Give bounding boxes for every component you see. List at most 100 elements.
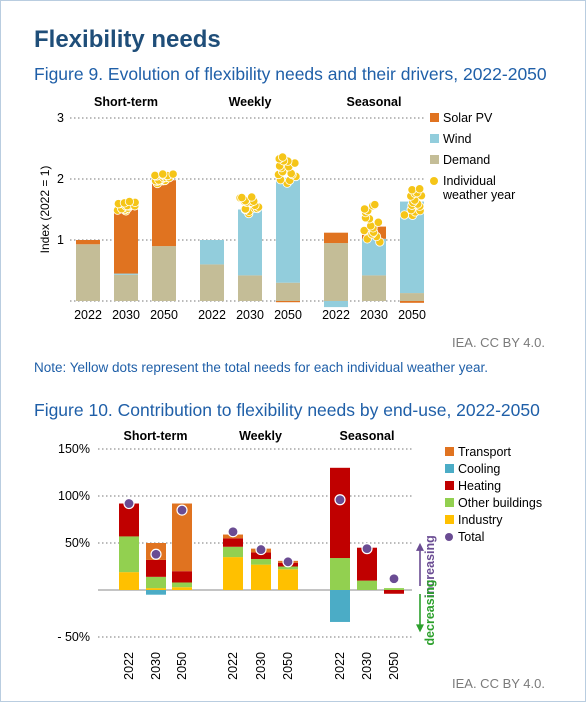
total-dot-short-term-2050 [176,504,188,516]
legend-label-industry: Industry [458,513,503,527]
total-dot-short-term-2030 [150,548,162,560]
legend-label-heating: Heating [458,479,501,493]
x-tick-seasonal-2030: 2030 [360,308,388,322]
x-tick-short-term-2022: 2022 [74,308,102,322]
x-tick-short-term-2022: 2022 [122,652,136,680]
x-tick-weekly-2050: 2050 [281,652,295,680]
bar-weekly-2030-demand [238,275,262,301]
legend-marker-demand [430,155,439,164]
bar-short-term-2030-demand [114,274,138,301]
bar-short-term-2030-industry [146,588,166,590]
legend-marker-other-buildings [445,498,454,507]
group-header-weekly: Weekly [239,429,282,443]
legend-marker-total [445,533,453,541]
bar-seasonal-2022-wind [324,301,348,308]
total-dot-weekly-2050 [282,556,294,568]
weather-year-dot-seasonal-2030 [359,226,369,236]
legend-marker-heating [445,481,454,490]
bar-weekly-2030-industry [251,564,271,590]
bar-weekly-2050-industry [278,569,298,590]
bar-short-term-2030-wind [114,273,138,275]
weather-year-dot-short-term-2030 [124,196,135,207]
total-dot-weekly-2022 [227,526,239,538]
page-title: Flexibility needs [34,26,221,53]
bar-seasonal-2050-demand [400,293,424,301]
bar-short-term-2050-transport [172,503,192,572]
figure-note: Note: Yellow dots represent the total ne… [34,360,489,375]
total-dot-weekly-2030 [255,543,267,556]
y-tick-3: 3 [57,111,64,125]
figure-9-chart: Index (2022 = 1) 1 2 3 Short-term Weekly Seaso… [38,95,515,322]
bar-weekly-2030-other-buildings [251,558,271,565]
decreasing-arrowhead [416,624,424,633]
weather-year-dot-seasonal-2030 [359,204,370,214]
bar-short-term-2022-demand [76,244,100,301]
legend-label-total: Total [458,530,484,544]
x-tick-seasonal-2022: 2022 [333,652,347,680]
total-dot-seasonal-2030 [361,543,373,555]
group-header-weekly: Weekly [229,95,272,109]
legend-marker-solar-pv [430,113,439,122]
bar-weekly-2050-wind [276,177,300,283]
total-dot-short-term-2022 [123,497,135,510]
bar-weekly-2022-demand [200,264,224,301]
figure-9-credit: IEA. CC BY 4.0. [452,335,545,350]
legend-marker-wind [430,134,439,143]
x-tick-seasonal-2030: 2030 [360,652,374,680]
x-tick-short-term-2030: 2030 [112,308,140,322]
legend-label-individual-weather-year: Individual weather year [442,174,515,202]
figure-10-credit: IEA. CC BY 4.0. [452,676,545,691]
x-tick-weekly-2022: 2022 [226,652,240,680]
bar-seasonal-2022-heating [330,467,350,559]
bar-seasonal-2030-demand [362,275,386,301]
legend-marker-cooling [445,464,454,473]
legend-marker-industry [445,515,454,524]
x-tick-weekly-2050: 2050 [274,308,302,322]
total-dot-seasonal-2022 [334,494,346,506]
increasing-arrowhead [416,542,424,551]
x-tick-seasonal-2050: 2050 [398,308,426,322]
bar-seasonal-2050-solar-pv [400,301,424,303]
x-tick-short-term-2030: 2030 [149,652,163,680]
y-tick-100: 100% [58,489,90,503]
bar-short-term-2050-solar-pv [152,180,176,247]
figure-9-title: Figure 9. Evolution of flexibility needs… [34,64,547,84]
legend-label-transport: Transport [458,445,512,459]
weather-year-dot-weekly-2030 [237,192,247,203]
y-tick-2: 2 [57,172,64,186]
bar-seasonal-2050-other-buildings [384,588,404,590]
bar-short-term-2022-solar-pv [76,240,100,245]
legend-label-cooling: Cooling [458,462,500,476]
legend-label-demand: Demand [443,153,490,167]
bar-seasonal-2050-heating [384,590,404,594]
bar-short-term-2022-other-buildings [119,536,139,573]
decreasing-label: decreasing [423,580,437,646]
figure-10-title: Figure 10. Contribution to flexibility n… [34,400,540,420]
legend-label-other-buildings: Other buildings [458,496,542,510]
weather-year-dot-seasonal-2030 [373,217,383,227]
x-tick-weekly-2030: 2030 [254,652,268,680]
bar-seasonal-2030-other-buildings [357,580,377,590]
bar-short-term-2030-heating [146,559,166,577]
x-tick-seasonal-2050: 2050 [387,652,401,680]
bar-weekly-2022-other-buildings [223,546,243,558]
weather-year-dot-seasonal-2050 [415,184,425,194]
bar-seasonal-2030-heating [357,547,377,581]
weather-year-dot-short-term-2050 [158,169,168,179]
group-header-seasonal: Seasonal [347,95,402,109]
bar-seasonal-2022-solar-pv [324,232,348,244]
bar-short-term-2030-solar-pv [114,209,138,274]
x-tick-short-term-2050: 2050 [150,308,178,322]
y-axis-label: Index (2022 = 1) [38,166,52,254]
bar-short-term-2050-heating [172,571,192,583]
bar-weekly-2022-heating [223,538,243,547]
bar-weekly-2050-solar-pv [276,301,300,303]
y-tick-1: 1 [57,233,64,247]
total-dot-seasonal-2050 [388,573,400,585]
y-tick-50: 50% [65,536,90,550]
x-tick-weekly-2030: 2030 [236,308,264,322]
bar-short-term-2050-other-buildings [172,582,192,588]
bar-weekly-2030-heating [251,552,271,559]
group-header-short-term: Short-term [124,429,188,443]
group-header-short-term: Short-term [94,95,158,109]
